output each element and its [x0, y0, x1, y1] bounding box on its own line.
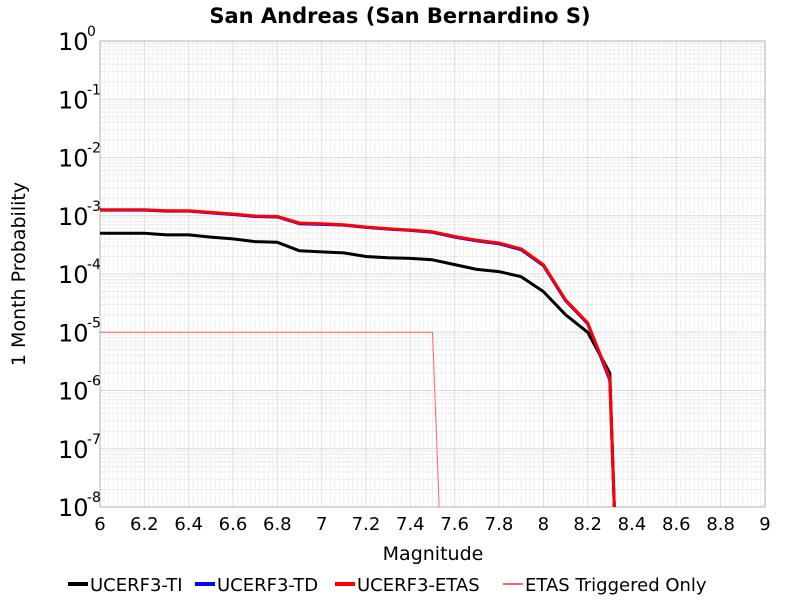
x-tick-label: 6.2 — [130, 514, 159, 535]
y-tick-exponent: -1 — [87, 82, 101, 98]
x-tick-label: 6.8 — [263, 514, 292, 535]
y-tick-label: 10 — [58, 145, 89, 173]
y-tick-exponent: -7 — [87, 432, 101, 448]
y-tick-label: 10 — [58, 203, 89, 231]
y-tick-exponent: -8 — [87, 490, 101, 506]
y-tick-exponent: 0 — [87, 24, 96, 40]
x-axis-ticks: 6 6.2 6.4 6.6 6.8 7 7.2 7.4 7.6 7.8 8 8.2 8.4 8.6 8.8 9 — [94, 514, 770, 535]
x-tick-label: 7.6 — [440, 514, 469, 535]
y-tick-label: 10 — [58, 261, 89, 289]
x-tick-label: 9 — [759, 514, 770, 535]
x-tick-label: 7.4 — [396, 514, 425, 535]
x-tick-label: 8 — [538, 514, 549, 535]
grid — [99, 41, 766, 508]
x-tick-label: 6.6 — [219, 514, 248, 535]
y-tick-label: 10 — [58, 494, 89, 522]
series-line-2 — [100, 208, 616, 508]
y-tick-exponent: -5 — [87, 315, 101, 331]
x-tick-label: 8.8 — [706, 514, 735, 535]
x-tick-label: 8.6 — [662, 514, 691, 535]
x-tick-label: 7 — [316, 514, 327, 535]
y-tick-label: 10 — [58, 28, 89, 56]
y-tick-label: 10 — [58, 86, 89, 114]
legend-label: ETAS Triggered Only — [525, 575, 707, 596]
x-tick-label: 7.2 — [352, 514, 381, 535]
series-line-0 — [100, 231, 616, 508]
x-axis-label: Magnitude — [383, 543, 484, 565]
legend-label: UCERF3-TI — [90, 575, 183, 596]
y-tick-exponent: -3 — [87, 199, 101, 215]
legend-label: UCERF3-TD — [217, 575, 318, 596]
y-tick-label: 10 — [58, 378, 89, 406]
y-tick-exponent: -4 — [87, 257, 101, 273]
chart-title: San Andreas (San Bernardino S) — [209, 4, 590, 28]
y-tick-exponent: -2 — [87, 141, 101, 157]
series-line-3 — [100, 331, 440, 508]
x-tick-label: 8.2 — [573, 514, 602, 535]
series-layer — [100, 208, 616, 508]
y-tick-label: 10 — [58, 319, 89, 347]
legend-label: UCERF3-ETAS — [357, 575, 480, 596]
x-tick-label: 6 — [94, 514, 105, 535]
y-tick-exponent: -6 — [87, 374, 101, 390]
x-tick-label: 8.4 — [618, 514, 647, 535]
plot-frame — [99, 40, 766, 508]
x-tick-label: 6.4 — [174, 514, 203, 535]
y-tick-label: 10 — [58, 436, 89, 464]
y-axis-label: 1 Month Probability — [8, 182, 30, 366]
x-tick-label: 7.8 — [485, 514, 514, 535]
legend: UCERF3-TI UCERF3-TD UCERF3-ETAS ETAS Trigge… — [68, 575, 707, 596]
